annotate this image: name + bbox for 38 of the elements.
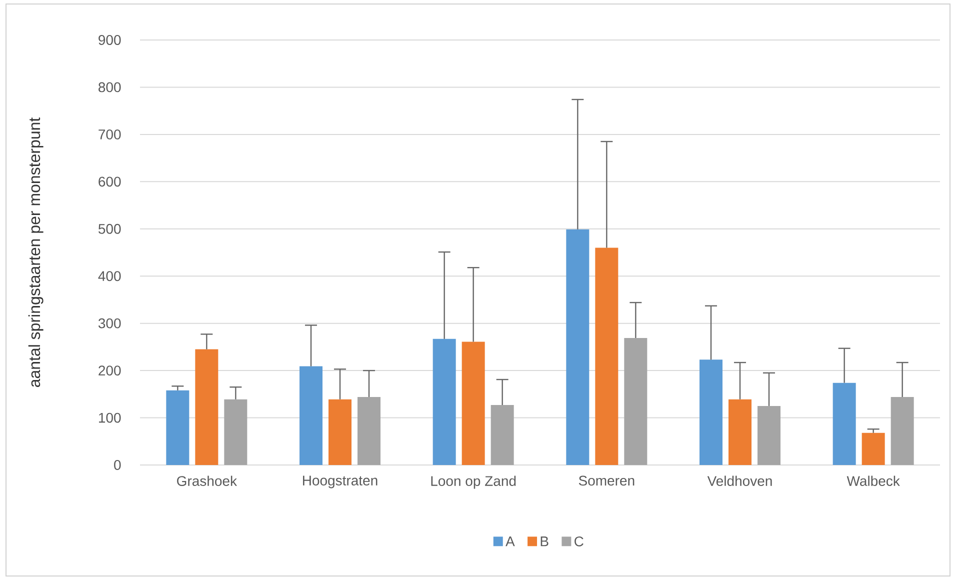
bar xyxy=(432,338,456,465)
y-axis-title: aantal springstaarten per monsterpunt xyxy=(28,117,44,388)
y-tick-label: 200 xyxy=(98,366,121,376)
bar xyxy=(728,399,752,465)
y-tick-label: 0 xyxy=(114,460,121,470)
bar xyxy=(566,229,590,465)
x-tick-label: Hoogstraten xyxy=(303,476,378,488)
bar xyxy=(490,405,514,465)
x-tick-label: Walbeck xyxy=(846,476,900,486)
legend-label: B xyxy=(540,536,548,546)
bar xyxy=(758,406,781,465)
y-tick-label: 600 xyxy=(98,176,121,187)
legend-label: A xyxy=(506,536,515,546)
bar xyxy=(328,399,352,465)
x-tick-label: Grashoek xyxy=(177,476,238,486)
y-tick-label: 300 xyxy=(98,318,121,328)
x-tick-label: Veldhoven xyxy=(707,476,772,486)
x-tick-label: Someren xyxy=(578,476,634,486)
bar xyxy=(462,342,485,465)
bar xyxy=(195,349,218,465)
y-tick-label: 900 xyxy=(98,35,121,45)
y-tick-label: 400 xyxy=(98,271,121,282)
bar xyxy=(832,382,856,465)
bar xyxy=(595,248,618,465)
y-tick-label: 700 xyxy=(98,129,121,140)
bar xyxy=(624,338,648,465)
bar xyxy=(700,360,723,465)
bar xyxy=(224,399,248,465)
y-tick-label: 500 xyxy=(98,224,121,234)
legend-label: C xyxy=(574,536,584,546)
bar xyxy=(862,432,885,465)
x-tick-label: Loon op Zand xyxy=(431,476,516,489)
y-tick-label: 100 xyxy=(99,412,121,423)
bar xyxy=(890,396,914,465)
bar xyxy=(300,366,323,465)
y-tick-label: 800 xyxy=(98,82,121,92)
bar xyxy=(166,390,190,465)
bar xyxy=(358,396,381,465)
